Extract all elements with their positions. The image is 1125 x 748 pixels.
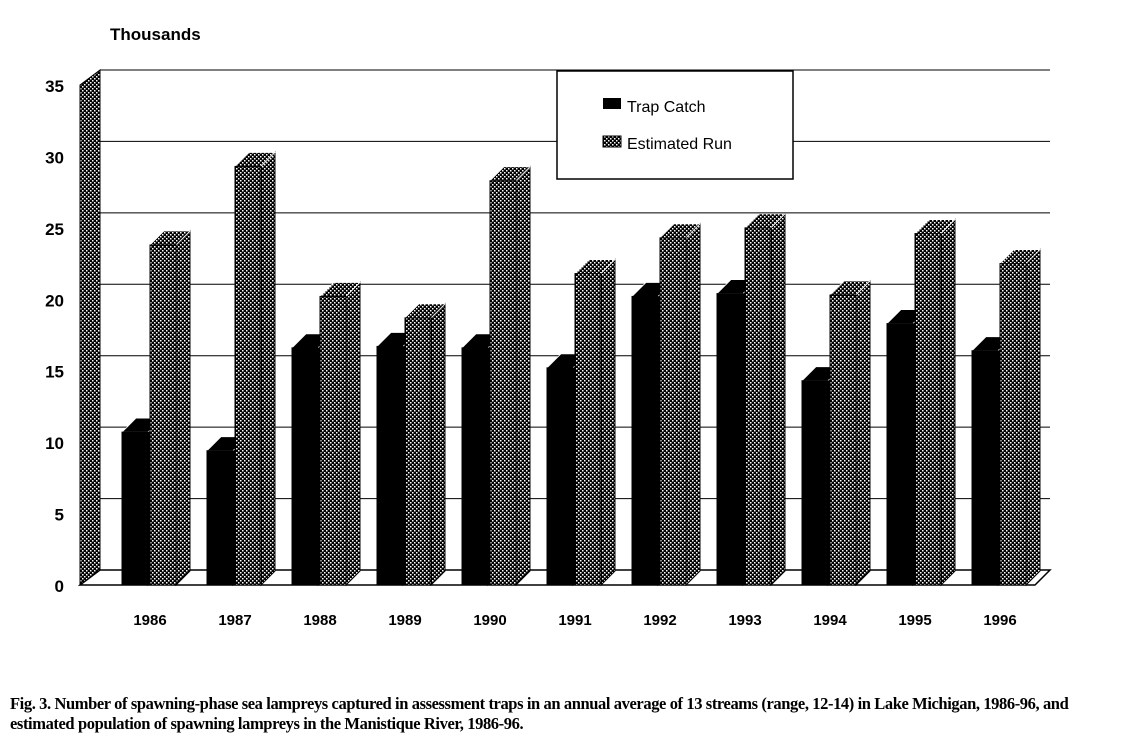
x-tick-label: 1996: [983, 612, 1016, 629]
x-tick-label: 1992: [643, 612, 676, 629]
bar-front: [659, 237, 687, 586]
bar-estimated-run-1992: [659, 222, 701, 587]
x-tick-label: 1993: [728, 612, 761, 629]
x-tick-label: 1991: [558, 612, 591, 629]
bar-front: [999, 263, 1027, 586]
side-wall: [79, 69, 101, 586]
bar-side: [175, 229, 191, 587]
y-tick-label: 25: [45, 220, 64, 239]
y-tick-label: 30: [45, 148, 64, 167]
y-tick-label: 0: [55, 577, 64, 596]
bar-front: [574, 273, 602, 586]
bar-side: [600, 258, 616, 587]
bar-chart: Thousands 0 5 10 15 20 25 30 35 1986 1987 1988 198…: [45, 25, 1052, 629]
bar-front: [971, 350, 999, 586]
bar-front: [801, 380, 829, 586]
bar-front: [829, 294, 857, 586]
x-tick-label: 1994: [813, 612, 847, 629]
legend-swatch-estimated-run: [602, 135, 622, 148]
bar-side: [430, 302, 446, 587]
y-tick-label: 15: [45, 363, 64, 382]
bar-estimated-run-1986: [149, 229, 191, 587]
bar-estimated-run-1987: [234, 151, 276, 587]
bar-side: [260, 151, 276, 587]
bar-front: [291, 347, 319, 586]
bar-front: [319, 295, 347, 586]
x-tick-label: 1988: [303, 612, 336, 629]
bar-front: [206, 450, 234, 586]
legend-label-trap-catch: Trap Catch: [627, 99, 706, 116]
bar-side: [770, 212, 786, 587]
bar-front: [461, 347, 489, 586]
bar-side: [1025, 248, 1041, 587]
x-tick-label: 1986: [133, 612, 166, 629]
legend: Trap Catch Estimated Run: [556, 70, 794, 180]
bar-front: [546, 367, 574, 586]
bar-estimated-run-1990: [489, 165, 531, 587]
x-tick-label: 1989: [388, 612, 421, 629]
bar-front: [744, 227, 772, 586]
y-tick-label: 20: [45, 291, 64, 310]
bar-side: [685, 222, 701, 587]
bar-front: [489, 180, 517, 586]
y-axis-label: Thousands: [110, 25, 201, 44]
bar-estimated-run-1989: [404, 302, 446, 587]
y-tick-label: 5: [55, 506, 64, 525]
bar-estimated-run-1995: [914, 218, 956, 587]
legend-swatch-trap-catch: [603, 98, 621, 109]
x-tick-label: 1995: [898, 612, 931, 629]
bar-front: [121, 431, 149, 586]
bar-front: [716, 293, 744, 586]
y-tick-label: 35: [45, 77, 64, 96]
bar-estimated-run-1993: [744, 212, 786, 587]
bar-front: [914, 233, 942, 586]
bar-estimated-run-1991: [574, 258, 616, 587]
bar-side: [855, 279, 871, 587]
bar-estimated-run-1988: [319, 281, 361, 587]
figure-caption: Fig. 3. Number of spawning-phase sea lam…: [10, 694, 1069, 733]
bar-side: [515, 165, 531, 587]
bar-front: [404, 317, 432, 586]
bar-front: [631, 295, 659, 586]
y-tick-label: 10: [45, 434, 64, 453]
bar-estimated-run-1996: [999, 248, 1041, 587]
bar-side: [940, 218, 956, 587]
bar-side: [345, 281, 361, 587]
bar-front: [149, 244, 177, 586]
bar-front: [886, 323, 914, 586]
bar-front: [234, 165, 262, 586]
x-tick-label: 1990: [473, 612, 506, 629]
x-tick-label: 1987: [218, 612, 251, 629]
bar-front: [376, 345, 404, 586]
bar-estimated-run-1994: [829, 279, 871, 587]
legend-label-estimated-run: Estimated Run: [627, 136, 732, 153]
